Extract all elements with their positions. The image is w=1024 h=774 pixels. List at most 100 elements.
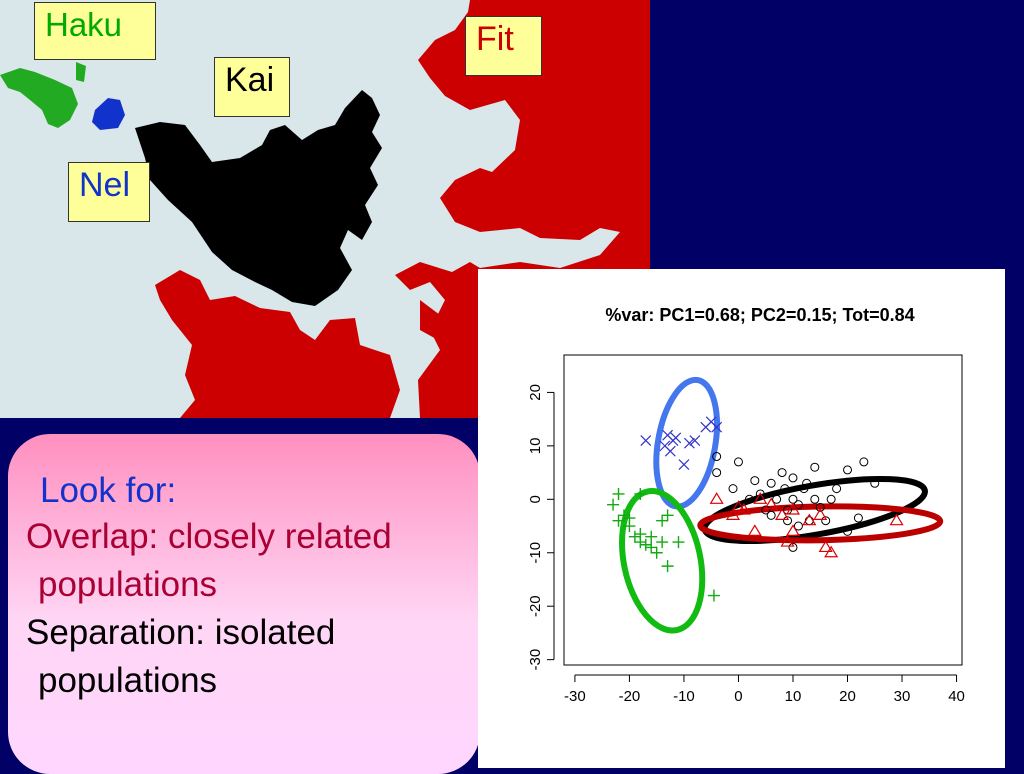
data-point (788, 542, 798, 552)
data-point (802, 478, 812, 488)
data-point (607, 498, 620, 511)
y-tick-label: 10 (527, 438, 544, 455)
data-point (689, 435, 701, 446)
data-point (824, 545, 839, 558)
region-map: Haku Fit Kai Nel (0, 0, 650, 418)
data-point (750, 476, 760, 486)
data-point (667, 435, 679, 446)
data-point (777, 468, 787, 478)
data-point (731, 500, 746, 512)
data-point (772, 494, 782, 504)
separation-line-1: Separation: isolated (26, 613, 336, 652)
data-point (780, 484, 790, 494)
data-point (650, 546, 663, 559)
overlap-line-1: Overlap: closely related (26, 517, 392, 556)
y-tick-label: -30 (527, 649, 544, 671)
data-point (736, 502, 751, 515)
data-point (628, 530, 641, 543)
data-point (870, 478, 880, 488)
data-point (645, 530, 658, 543)
data-point (709, 492, 724, 504)
haku-land (0, 68, 78, 128)
data-point (755, 489, 765, 499)
map-label-nel: Nel (68, 162, 150, 222)
data-point (661, 560, 674, 573)
data-point (843, 465, 853, 475)
data-point (785, 524, 801, 536)
map-label-fit: Fit (465, 16, 542, 76)
data-point (766, 510, 776, 520)
x-tick-label: 20 (839, 688, 856, 705)
info-callout (8, 434, 480, 774)
data-point (810, 494, 820, 504)
pca-scatter-plot: %var: PC1=0.68; PC2=0.15; Tot=0.84 -30 -2… (527, 305, 965, 705)
data-point (656, 536, 669, 549)
data-point (853, 513, 863, 523)
data-point (747, 524, 762, 536)
data-point (725, 508, 741, 520)
data-point (818, 540, 833, 553)
data-point (815, 502, 825, 512)
data-point (889, 513, 904, 526)
data-point (733, 457, 743, 467)
chart-title: %var: PC1=0.68; PC2=0.15; Tot=0.84 (605, 305, 914, 325)
data-point (775, 508, 790, 520)
data-point (780, 534, 795, 547)
x-tick-label: -20 (619, 688, 641, 705)
data-point (639, 538, 652, 551)
pca-plot-panel: %var: PC1=0.68; PC2=0.15; Tot=0.84 -30 -2… (478, 269, 1005, 768)
data-point (859, 457, 869, 467)
data-point (728, 484, 738, 494)
x-tick-label: 0 (734, 688, 742, 705)
data-point (793, 500, 803, 510)
data-point (832, 484, 842, 494)
data-point (802, 513, 817, 526)
group-ellipse (619, 488, 706, 634)
data-point (843, 526, 853, 536)
data-point (678, 459, 690, 470)
x-tick-label: -30 (564, 688, 586, 705)
plot-frame (563, 354, 963, 666)
data-point (785, 502, 801, 515)
kai-land (135, 90, 382, 306)
data-point (617, 509, 630, 522)
map-label-kai: Kai (214, 57, 290, 117)
data-point (821, 516, 831, 526)
overlap-line-2: populations (38, 565, 218, 604)
data-point (661, 509, 674, 522)
data-point (634, 536, 647, 549)
y-tick-label: 0 (527, 495, 544, 503)
y-tick-label: -20 (527, 595, 544, 617)
data-point (712, 452, 722, 462)
group-ellipse (697, 503, 944, 544)
data-point (761, 505, 771, 515)
x-tick-label: -10 (673, 688, 695, 705)
y-tick-label: -10 (527, 542, 544, 564)
y-tick-label: 20 (527, 384, 544, 401)
data-point (634, 487, 647, 500)
data-point (711, 421, 723, 433)
data-point (672, 536, 685, 549)
look-for-heading: Look for: (40, 471, 177, 510)
separation-line-2: populations (38, 661, 218, 700)
data-point (707, 589, 720, 602)
data-point (804, 516, 814, 526)
data-point (793, 521, 803, 531)
data-point (656, 514, 669, 527)
data-point (645, 541, 658, 554)
data-point (712, 468, 722, 478)
data-point (764, 497, 779, 510)
fit-land (420, 300, 440, 340)
data-point (753, 492, 768, 504)
data-point (813, 508, 828, 520)
data-point (810, 462, 820, 472)
x-tick-label: 10 (785, 688, 802, 705)
map-label-haku: Haku (34, 2, 156, 60)
data-point (783, 516, 793, 526)
data-point (788, 473, 798, 483)
data-point (683, 437, 695, 449)
data-point (612, 487, 625, 500)
data-point (826, 494, 836, 504)
x-tick-label: 40 (948, 688, 965, 705)
data-point (623, 520, 636, 533)
